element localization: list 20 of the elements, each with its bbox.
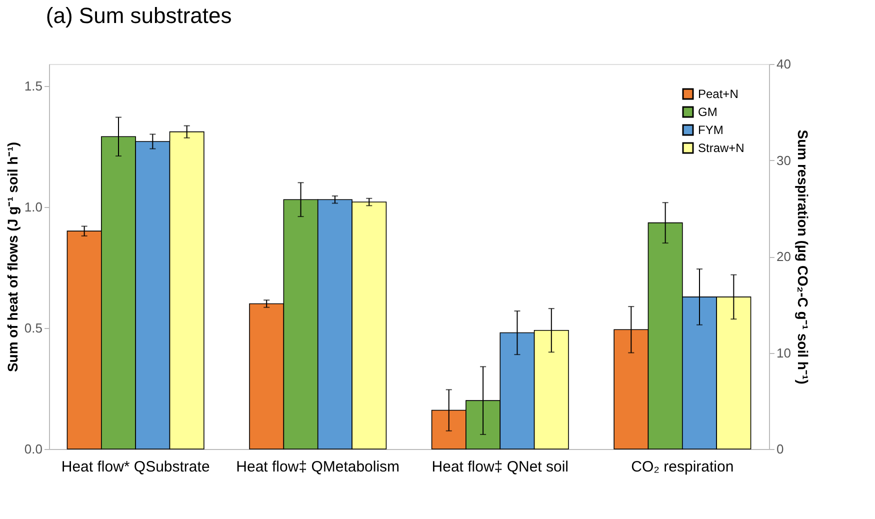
y2-tick-label: 0 — [776, 442, 784, 456]
x-tick-label: Heat flow‡ QNet soil — [432, 458, 569, 476]
x-tick-label: CO₂ respiration — [631, 458, 734, 476]
y2-axis-title: Sum respiration (µg CO₂-C g⁻¹ soil h⁻¹) — [794, 130, 811, 384]
legend-label: Straw+N — [698, 141, 744, 155]
y2-tick-label: 30 — [776, 152, 791, 168]
legend-label: Peat+N — [698, 87, 738, 101]
y-tick-label: 0.5 — [24, 320, 42, 336]
y2-tick-label: 10 — [776, 345, 791, 360]
chart-title: (a) Sum substrates — [46, 3, 232, 28]
y2-tick-label: 20 — [776, 249, 791, 264]
y-axis-title: Sum of heat of flows (J g⁻¹ soil h⁻¹) — [4, 142, 20, 372]
y-tick-label: 1.5 — [24, 78, 42, 94]
x-tick-label: Heat flow* QSubstrate — [61, 458, 210, 476]
legend-label: FYM — [698, 123, 724, 137]
y2-tick-label: 40 — [776, 56, 791, 72]
y-tick-label: 0.0 — [24, 442, 42, 456]
y-tick-label: 1.0 — [24, 199, 42, 214]
legend-label: GM — [698, 105, 718, 119]
x-tick-label: Heat flow‡ QMetabolism — [236, 458, 400, 476]
